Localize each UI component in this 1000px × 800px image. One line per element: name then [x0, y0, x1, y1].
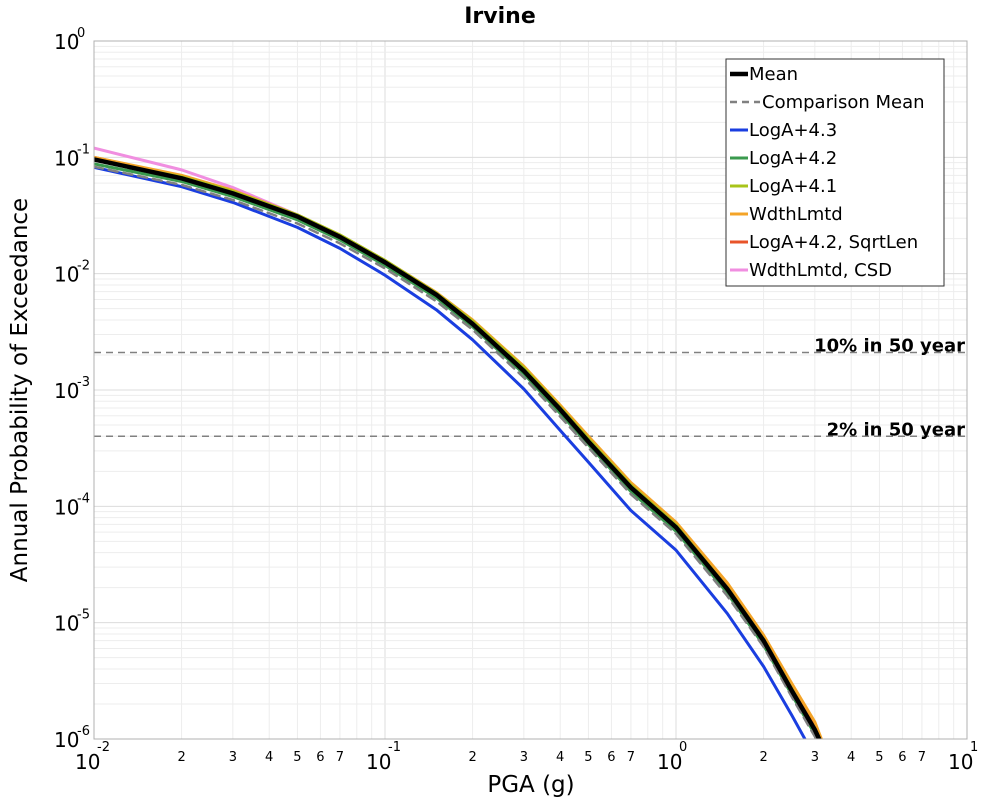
- x-tick-label-exponent: 1: [970, 740, 978, 755]
- y-tick-label: 10: [54, 379, 79, 403]
- series-lines: [94, 146, 823, 739]
- x-minor-tick-label: 4: [847, 750, 855, 765]
- chart-title: Irvine: [464, 4, 536, 29]
- grid: [93, 41, 967, 740]
- x-minor-tick-label: 5: [584, 750, 592, 765]
- legend-entry-label: LogA+4.1: [749, 176, 837, 197]
- x-minor-tick-label: 3: [520, 750, 528, 765]
- legend-entry-label: WdthLmtd: [749, 204, 843, 225]
- plot-frame: [93, 40, 968, 740]
- y-tick-label: 10: [54, 146, 79, 170]
- legend-entry-label: WdthLmtd, CSD: [749, 260, 892, 281]
- y-tick-label: 10: [54, 612, 79, 636]
- reference-line-label: 10% in 50 year: [814, 336, 965, 357]
- legend-entry-label: LogA+4.2: [749, 148, 837, 169]
- reference-lines: 10% in 50 year 2% in 50 year: [94, 336, 967, 440]
- x-tick-label: 10: [948, 750, 973, 774]
- x-minor-tick-label: 2: [468, 750, 476, 765]
- y-tick-label-exponent: -3: [77, 375, 90, 390]
- series-line-loga-4-3: [94, 165, 807, 739]
- y-tick-label-exponent: -4: [77, 491, 90, 506]
- series-line-wdthlmtd: [94, 155, 823, 739]
- x-tick-label: 10: [75, 750, 100, 774]
- x-minor-tick-label: 7: [918, 750, 926, 765]
- x-minor-tick-label: 7: [336, 750, 344, 765]
- y-tick-label: 10: [54, 263, 79, 287]
- x-minor-tick-label: 6: [898, 750, 906, 765]
- legend-entry-label: Comparison Mean: [762, 92, 925, 113]
- legend-entry-label: LogA+4.2, SqrtLen: [749, 232, 918, 253]
- y-tick-label: 10: [54, 30, 79, 54]
- y-tick-label-exponent: -6: [77, 724, 90, 739]
- x-minor-tick-label: 7: [627, 750, 635, 765]
- x-tick-label-exponent: -1: [388, 740, 401, 755]
- x-minor-tick-label: 2: [759, 750, 767, 765]
- series-line-mean: [94, 157, 822, 739]
- x-minor-tick-label: 6: [607, 750, 615, 765]
- y-tick-label-exponent: -1: [77, 142, 90, 157]
- series-line-wdthlmtd-csd: [94, 146, 821, 739]
- legend-box: [725, 58, 945, 287]
- x-minor-tick-label: 5: [875, 750, 883, 765]
- series-line-loga-4-1: [94, 158, 821, 739]
- x-minor-tick-label: 3: [229, 750, 237, 765]
- legend-entry-label: LogA+4.3: [749, 120, 837, 141]
- reference-line-label: 2% in 50 year: [827, 419, 965, 440]
- legend-entry-label: Mean: [749, 64, 798, 85]
- x-minor-tick-label: 2: [177, 750, 185, 765]
- x-tick-label-exponent: -2: [97, 740, 110, 755]
- y-tick-label-exponent: -5: [77, 608, 90, 623]
- x-axis-label: PGA (g): [487, 772, 574, 798]
- y-tick-label-exponent: -2: [77, 259, 90, 274]
- series-line-loga-4-2: [94, 162, 819, 739]
- series-line-loga-4-2-sqrtlen: [94, 155, 823, 739]
- x-tick-label: 10: [657, 750, 682, 774]
- legend: Mean Comparison Mean LogA+4.3 LogA+4.2 LogA+…: [725, 58, 945, 287]
- x-minor-tick-label: 3: [811, 750, 819, 765]
- x-minor-tick-label: 5: [293, 750, 301, 765]
- x-minor-tick-label: 4: [556, 750, 564, 765]
- x-minor-tick-label: 4: [265, 750, 273, 765]
- y-tick-label-exponent: 0: [77, 26, 85, 41]
- y-tick-label: 10: [54, 728, 79, 752]
- x-tick-label-exponent: 0: [679, 740, 687, 755]
- y-tick-label: 10: [54, 495, 79, 519]
- y-axis-label: Annual Probability of Exceedance: [7, 198, 33, 582]
- x-tick-label: 10: [366, 750, 391, 774]
- x-minor-tick-label: 6: [316, 750, 324, 765]
- series-line-comparison-mean: [94, 165, 818, 739]
